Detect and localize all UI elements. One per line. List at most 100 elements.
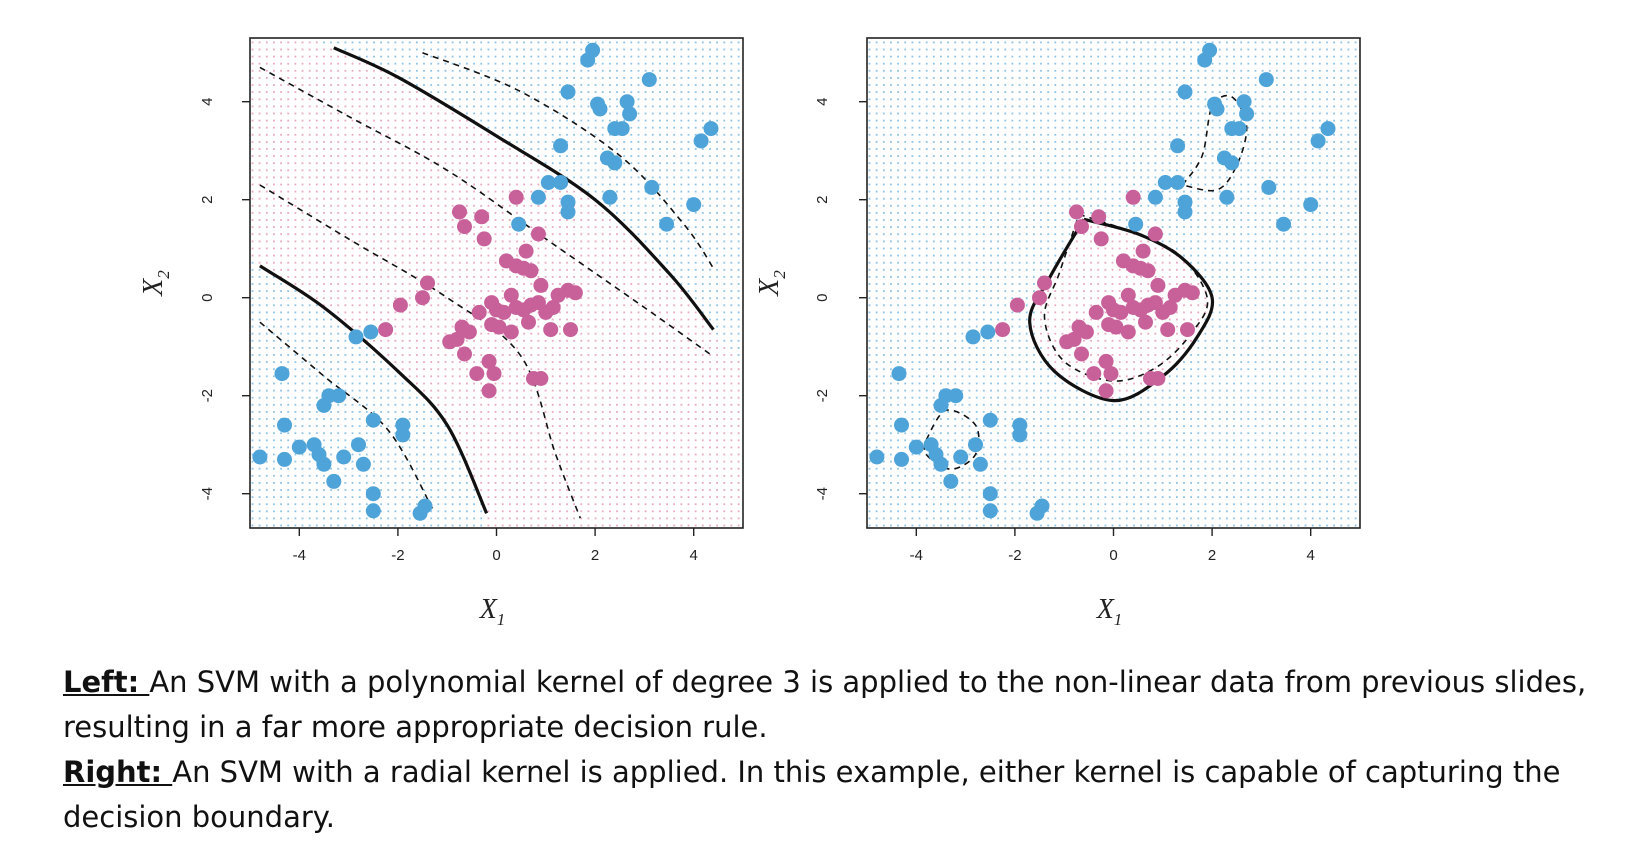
- grid-dot: [487, 474, 490, 477]
- grid-dot: [287, 155, 290, 157]
- grid-dot: [265, 133, 268, 136]
- grid-dot: [487, 69, 490, 72]
- grid-dot: [551, 155, 554, 157]
- grid-dot: [251, 254, 254, 257]
- grid-dot: [251, 411, 254, 413]
- left-point-pink: [461, 324, 477, 340]
- grid-dot: [294, 375, 297, 378]
- grid-dot: [709, 233, 711, 236]
- grid-dot: [330, 204, 332, 207]
- grid-dot: [444, 98, 447, 101]
- grid-dot: [680, 84, 683, 86]
- grid-dot: [351, 62, 354, 65]
- grid-dot: [444, 418, 447, 420]
- grid-dot: [537, 276, 540, 278]
- grid-dot: [544, 354, 547, 356]
- grid-dot: [723, 361, 726, 363]
- grid-dot: [344, 91, 347, 93]
- grid-dot: [544, 119, 547, 122]
- grid-dot: [875, 290, 878, 292]
- grid-dot: [458, 183, 461, 186]
- grid-dot: [337, 41, 340, 44]
- grid-dot: [659, 368, 661, 371]
- grid-dot: [401, 91, 404, 93]
- grid-dot: [416, 268, 418, 271]
- grid-dot: [466, 474, 468, 477]
- grid-dot: [673, 354, 676, 356]
- grid-dot: [651, 69, 654, 72]
- grid-dot: [701, 126, 704, 129]
- grid-dot: [587, 339, 590, 342]
- grid-dot: [673, 48, 676, 51]
- grid-dot: [444, 169, 447, 172]
- grid-dot: [330, 233, 332, 236]
- grid-dot: [273, 418, 275, 420]
- grid-dot: [594, 354, 597, 356]
- grid-dot: [258, 62, 261, 65]
- grid-dot: [680, 148, 683, 150]
- grid-dot: [323, 112, 325, 115]
- grid-dot: [423, 119, 425, 122]
- grid-dot: [723, 297, 726, 300]
- grid-dot: [480, 133, 483, 136]
- grid-dot: [694, 126, 697, 129]
- grid-dot: [351, 382, 354, 385]
- grid-dot: [566, 133, 568, 136]
- grid-dot: [258, 524, 261, 527]
- grid-dot: [666, 339, 668, 342]
- grid-dot: [437, 368, 440, 371]
- grid-dot: [373, 474, 375, 477]
- grid-dot: [609, 396, 611, 399]
- grid-dot: [673, 361, 676, 363]
- grid-dot: [566, 276, 568, 278]
- grid-dot: [323, 119, 325, 122]
- grid-dot: [716, 55, 718, 58]
- grid-dot: [394, 311, 397, 314]
- grid-dot: [709, 311, 711, 314]
- grid-dot: [666, 84, 668, 86]
- grid-dot: [566, 176, 568, 179]
- grid-dot: [694, 283, 697, 285]
- grid-dot: [551, 233, 554, 236]
- grid-dot: [530, 467, 533, 470]
- grid-dot: [380, 169, 382, 172]
- grid-dot: [701, 233, 704, 236]
- grid-dot: [437, 105, 440, 108]
- grid-dot: [358, 91, 361, 93]
- grid-dot: [351, 474, 354, 477]
- grid-dot: [587, 517, 590, 520]
- grid-dot: [644, 240, 647, 243]
- grid-dot: [623, 169, 626, 172]
- grid-dot: [559, 48, 561, 51]
- grid-dot: [580, 474, 583, 477]
- grid-dot: [530, 105, 533, 108]
- grid-dot: [666, 55, 668, 58]
- grid-dot: [580, 482, 583, 484]
- grid-dot: [566, 190, 568, 193]
- grid-dot: [587, 411, 590, 413]
- grid-dot: [701, 112, 704, 115]
- grid-dot: [616, 105, 618, 108]
- grid-dot: [687, 318, 690, 321]
- grid-dot: [466, 304, 468, 307]
- grid-dot: [594, 84, 597, 86]
- grid-dot: [251, 467, 254, 470]
- grid-dot: [473, 503, 475, 506]
- grid-dot: [344, 84, 347, 86]
- grid-dot: [380, 474, 382, 477]
- grid-dot: [301, 197, 304, 200]
- left-y-axis-label: X2: [138, 270, 173, 297]
- grid-dot: [466, 55, 468, 58]
- grid-dot: [551, 403, 554, 406]
- left-x-tick-label: -4: [293, 547, 306, 564]
- grid-dot: [373, 389, 375, 392]
- grid-dot: [387, 517, 390, 520]
- grid-dot: [365, 133, 368, 136]
- grid-dot: [251, 418, 254, 420]
- grid-dot: [537, 354, 540, 356]
- grid-dot: [394, 283, 397, 285]
- grid-dot: [437, 41, 440, 44]
- grid-dot: [723, 219, 726, 221]
- grid-dot: [609, 460, 611, 463]
- grid-dot: [573, 503, 575, 506]
